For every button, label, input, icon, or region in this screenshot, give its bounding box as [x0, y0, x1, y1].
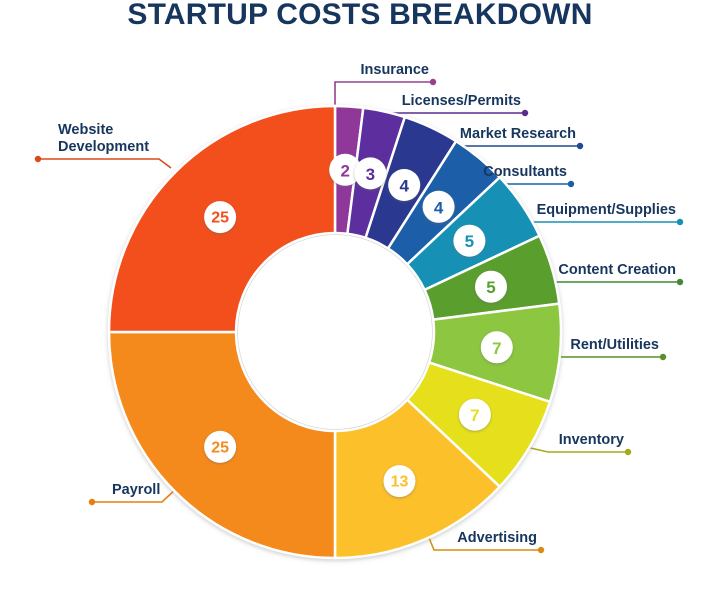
svg-text:25: 25 [211, 439, 229, 456]
svg-text:25: 25 [211, 210, 229, 227]
svg-text:7: 7 [470, 406, 479, 425]
svg-text:5: 5 [486, 278, 495, 297]
svg-text:13: 13 [391, 474, 409, 491]
svg-text:5: 5 [465, 232, 474, 251]
svg-text:4: 4 [434, 198, 444, 217]
